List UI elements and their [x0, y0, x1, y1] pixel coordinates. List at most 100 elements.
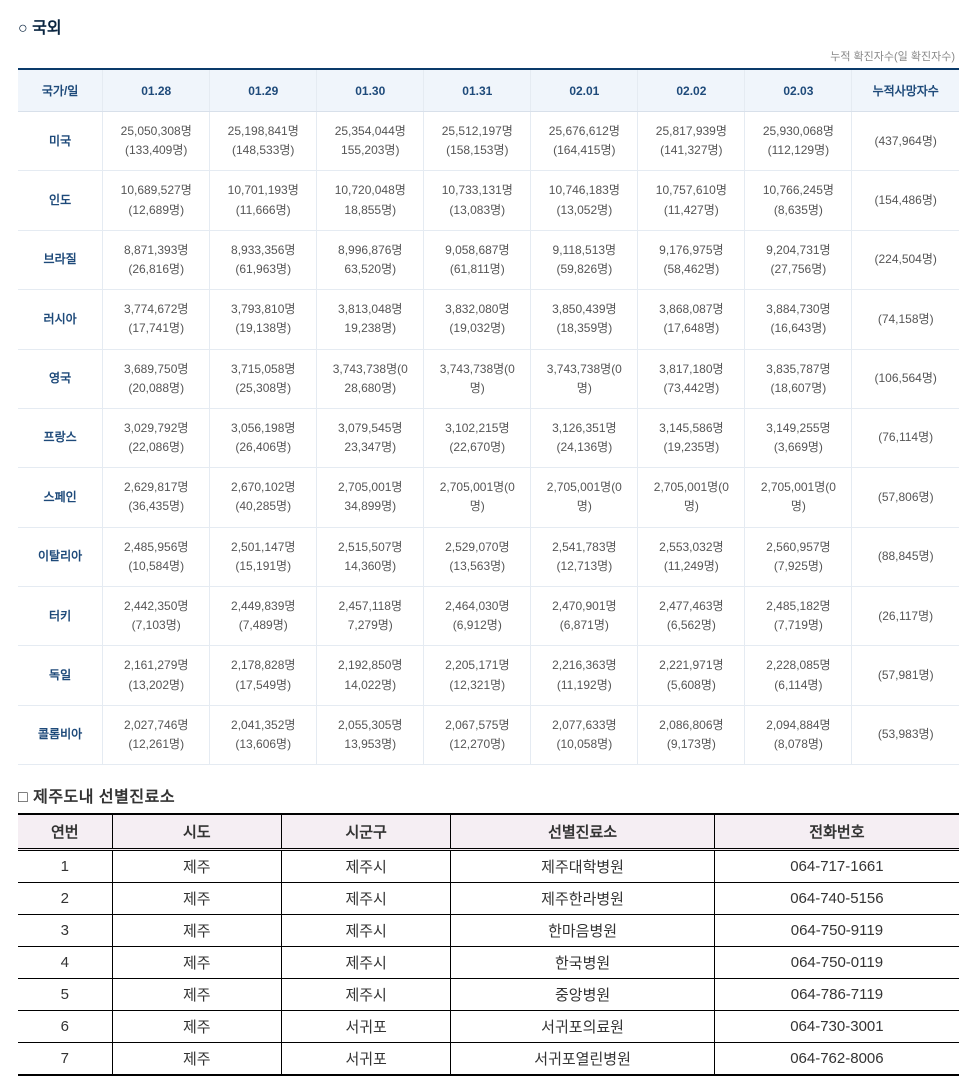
deaths-cell: (57,806명): [852, 468, 959, 527]
data-cell: 25,512,197명(158,153명): [424, 112, 531, 171]
clinic-cell: 서귀포: [281, 1011, 450, 1043]
country-cell: 미국: [18, 112, 103, 171]
data-cell: 8,871,393명(26,816명): [103, 230, 210, 289]
data-cell: 25,198,841명(148,533명): [210, 112, 317, 171]
table-row: 브라질8,871,393명(26,816명)8,933,356명(61,963명…: [18, 230, 959, 289]
section1-title: ○ 국외: [18, 14, 959, 38]
deaths-cell: (154,486명): [852, 171, 959, 230]
data-cell: 2,055,305명13,953명): [317, 705, 424, 764]
data-cell: 10,720,048명18,855명): [317, 171, 424, 230]
data-cell: 2,705,001명(0명): [424, 468, 531, 527]
deaths-cell: (437,964명): [852, 112, 959, 171]
clinic-cell: 064-762-8006: [714, 1043, 959, 1076]
data-cell: 2,221,971명(5,608명): [638, 646, 745, 705]
covid-header-cell: 01.29: [210, 69, 317, 112]
data-cell: 3,835,787명(18,607명): [745, 349, 852, 408]
covid-header-cell: 02.02: [638, 69, 745, 112]
clinic-header-cell: 연번: [18, 814, 112, 850]
covid-header-cell: 01.31: [424, 69, 531, 112]
data-cell: 10,701,193명(11,666명): [210, 171, 317, 230]
clinic-cell: 제주한라병원: [451, 883, 714, 915]
clinic-cell: 서귀포: [281, 1043, 450, 1076]
deaths-cell: (88,845명): [852, 527, 959, 586]
data-cell: 9,118,513명(59,826명): [531, 230, 638, 289]
data-cell: 2,629,817명(36,435명): [103, 468, 210, 527]
covid-header-cell: 02.03: [745, 69, 852, 112]
clinic-cell: 제주: [112, 1043, 281, 1076]
clinic-cell: 064-750-0119: [714, 947, 959, 979]
data-cell: 2,216,363명(11,192명): [531, 646, 638, 705]
data-cell: 3,715,058명(25,308명): [210, 349, 317, 408]
table-row: 인도10,689,527명(12,689명)10,701,193명(11,666…: [18, 171, 959, 230]
data-cell: 3,793,810명(19,138명): [210, 290, 317, 349]
country-cell: 독일: [18, 646, 103, 705]
table-row: 7제주서귀포서귀포열린병원064-762-8006: [18, 1043, 959, 1076]
clinic-cell: 7: [18, 1043, 112, 1076]
clinic-cell: 제주: [112, 947, 281, 979]
clinic-cell: 제주대학병원: [451, 850, 714, 883]
data-cell: 8,996,876명63,520명): [317, 230, 424, 289]
country-cell: 프랑스: [18, 408, 103, 467]
clinic-cell: 1: [18, 850, 112, 883]
data-cell: 10,766,245명(8,635명): [745, 171, 852, 230]
deaths-cell: (26,117명): [852, 587, 959, 646]
table-row: 4제주제주시한국병원064-750-0119: [18, 947, 959, 979]
table-row: 영국3,689,750명(20,088명)3,715,058명(25,308명)…: [18, 349, 959, 408]
data-cell: 3,145,586명(19,235명): [638, 408, 745, 467]
data-cell: 3,884,730명(16,643명): [745, 290, 852, 349]
data-cell: 2,477,463명(6,562명): [638, 587, 745, 646]
table-row: 6제주서귀포서귀포의료원064-730-3001: [18, 1011, 959, 1043]
clinic-cell: 6: [18, 1011, 112, 1043]
data-cell: 2,501,147명(15,191명): [210, 527, 317, 586]
clinic-cell: 한마음병원: [451, 915, 714, 947]
data-cell: 9,176,975명(58,462명): [638, 230, 745, 289]
clinic-table: 연번시도시군구선별진료소전화번호 1제주제주시제주대학병원064-717-166…: [18, 813, 959, 1076]
country-cell: 영국: [18, 349, 103, 408]
data-cell: 10,733,131명(13,083명): [424, 171, 531, 230]
data-cell: 3,774,672명(17,741명): [103, 290, 210, 349]
data-cell: 2,470,901명(6,871명): [531, 587, 638, 646]
data-cell: 3,850,439명(18,359명): [531, 290, 638, 349]
clinic-cell: 제주: [112, 915, 281, 947]
covid-header-cell: 01.30: [317, 69, 424, 112]
country-cell: 이탈리아: [18, 527, 103, 586]
data-cell: 2,529,070명(13,563명): [424, 527, 531, 586]
country-cell: 콜롬비아: [18, 705, 103, 764]
clinic-cell: 서귀포의료원: [451, 1011, 714, 1043]
data-cell: 2,178,828명(17,549명): [210, 646, 317, 705]
table-row: 콜롬비아2,027,746명(12,261명)2,041,352명(13,606…: [18, 705, 959, 764]
country-cell: 러시아: [18, 290, 103, 349]
clinic-cell: 2: [18, 883, 112, 915]
deaths-cell: (53,983명): [852, 705, 959, 764]
data-cell: 25,676,612명(164,415명): [531, 112, 638, 171]
country-cell: 스페인: [18, 468, 103, 527]
data-cell: 25,354,044명155,203명): [317, 112, 424, 171]
table-row: 3제주제주시한마음병원064-750-9119: [18, 915, 959, 947]
data-cell: 3,126,351명(24,136명): [531, 408, 638, 467]
section2-title: □ 제주도내 선별진료소: [18, 783, 959, 807]
clinic-cell: 제주시: [281, 947, 450, 979]
data-cell: 2,553,032명(11,249명): [638, 527, 745, 586]
clinic-cell: 064-730-3001: [714, 1011, 959, 1043]
clinic-cell: 제주시: [281, 979, 450, 1011]
data-cell: 9,204,731명(27,756명): [745, 230, 852, 289]
data-cell: 3,743,738명(028,680명): [317, 349, 424, 408]
data-cell: 2,705,001명(0명): [745, 468, 852, 527]
data-cell: 3,029,792명(22,086명): [103, 408, 210, 467]
table-row: 터키2,442,350명(7,103명)2,449,839명(7,489명)2,…: [18, 587, 959, 646]
country-cell: 브라질: [18, 230, 103, 289]
clinic-cell: 제주시: [281, 915, 450, 947]
data-cell: 10,689,527명(12,689명): [103, 171, 210, 230]
clinic-cell: 5: [18, 979, 112, 1011]
data-cell: 2,457,118명7,279명): [317, 587, 424, 646]
deaths-cell: (76,114명): [852, 408, 959, 467]
data-cell: 3,102,215명(22,670명): [424, 408, 531, 467]
clinic-cell: 한국병원: [451, 947, 714, 979]
deaths-cell: (106,564명): [852, 349, 959, 408]
data-cell: 3,056,198명(26,406명): [210, 408, 317, 467]
data-cell: 3,149,255명(3,669명): [745, 408, 852, 467]
data-cell: 3,743,738명(0명): [531, 349, 638, 408]
data-cell: 2,205,171명(12,321명): [424, 646, 531, 705]
table-row: 독일2,161,279명(13,202명)2,178,828명(17,549명)…: [18, 646, 959, 705]
covid-table: 국가/일01.2801.2901.3001.3102.0102.0202.03누…: [18, 68, 959, 765]
